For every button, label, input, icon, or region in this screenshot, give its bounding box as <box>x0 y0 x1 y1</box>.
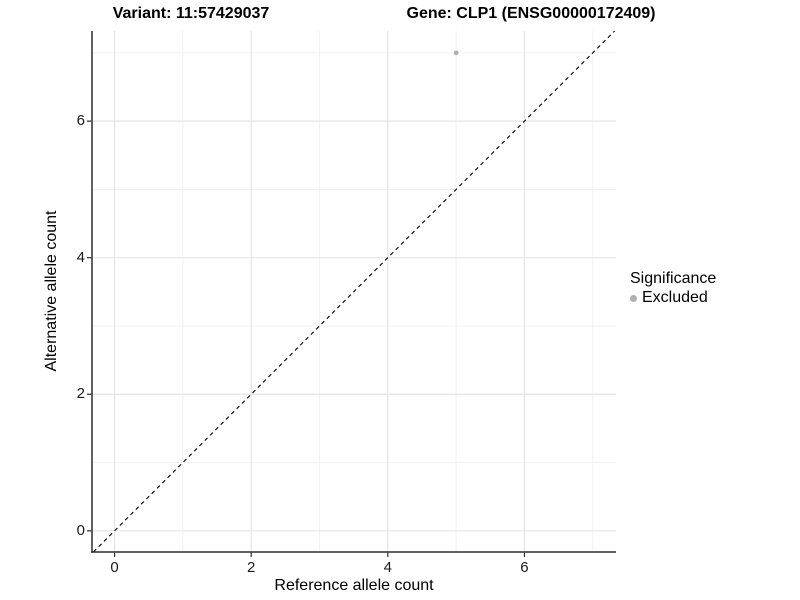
y-axis-title: Alternative allele count <box>43 210 60 372</box>
legend-point-icon <box>630 294 637 302</box>
x-tick-label: 4 <box>383 559 392 576</box>
legend-title: Significance <box>630 270 717 287</box>
legend-entry-label: Excluded <box>642 289 708 306</box>
legend-entry-excluded: Excluded <box>630 289 716 307</box>
legend: Significance Excluded <box>630 270 716 307</box>
x-tick-label: 6 <box>520 559 529 576</box>
identity-line <box>92 30 616 553</box>
x-axis-title: Reference allele count <box>274 577 434 594</box>
x-tick-label: 0 <box>110 559 119 576</box>
y-tick-label: 4 <box>76 248 85 266</box>
y-tick-label: 2 <box>76 385 85 403</box>
plot-title-gene: Gene: CLP1 (ENSG00000172409) <box>406 5 656 22</box>
x-tick-label: 2 <box>247 559 256 576</box>
y-tick-label: 0 <box>76 521 85 539</box>
y-tick-label: 6 <box>76 112 85 130</box>
plot-title-variant: Variant: 11:57429037 <box>112 5 270 22</box>
data-point <box>453 50 459 56</box>
